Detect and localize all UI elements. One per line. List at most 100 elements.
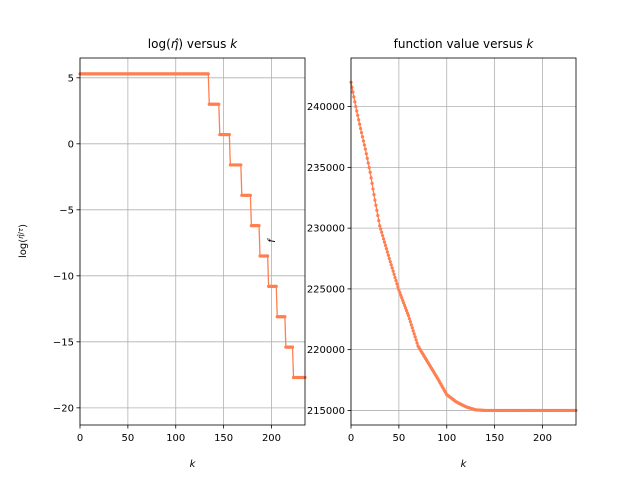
right-chart-title: function value versus k (394, 37, 535, 51)
y-tick-label: 240000 (307, 102, 345, 113)
data-point (390, 266, 394, 270)
data-point (381, 237, 386, 241)
data-point (394, 279, 398, 283)
data-point (414, 338, 418, 342)
data-point (358, 126, 363, 131)
data-point (206, 72, 210, 76)
right-chart-ticks: 0 50 100 150 200 215000 220000 225000 230000 2350… (307, 102, 552, 444)
left-chart-title: log(η̂) versus k (148, 37, 238, 51)
data-point (355, 109, 359, 113)
data-point (363, 147, 367, 151)
data-point (391, 269, 395, 273)
data-point (385, 250, 389, 254)
data-point (399, 293, 403, 297)
data-point (368, 170, 372, 174)
y-tick-label: −20 (53, 403, 74, 414)
data-point (409, 323, 413, 327)
x-tick-label: 50 (393, 433, 406, 444)
data-point (413, 335, 417, 339)
data-point (369, 176, 373, 180)
data-point (367, 166, 371, 170)
data-point (412, 332, 416, 336)
data-point (410, 326, 414, 330)
data-point (227, 132, 231, 137)
right-chart-ylabel: f (267, 238, 278, 243)
x-tick-label: 200 (262, 433, 281, 444)
x-tick-label: 150 (485, 433, 504, 444)
x-tick-label: 200 (533, 433, 552, 444)
data-point (407, 317, 411, 321)
right-chart: 0 50 100 150 200 215000 220000 225000 230000 2350… (267, 37, 578, 470)
data-point (352, 95, 356, 99)
y-tick-label: 0 (68, 139, 74, 150)
data-point (403, 303, 407, 308)
y-tick-label: 5 (68, 73, 74, 84)
y-tick-label: −10 (53, 271, 74, 282)
data-point (290, 345, 295, 349)
x-tick-label: 50 (122, 433, 135, 444)
data-point (364, 152, 368, 156)
data-point (397, 288, 401, 292)
data-point (372, 192, 376, 197)
y-tick-label: 215000 (307, 406, 345, 417)
data-point (362, 143, 366, 147)
data-point (381, 233, 385, 238)
right-chart-series (349, 80, 578, 413)
data-point (398, 291, 402, 295)
data-point (380, 230, 384, 234)
x-tick-label: 0 (348, 433, 354, 444)
left-chart-ticks: 0 50 100 150 200 −20 −15 −10 −5 0 5 (53, 73, 281, 444)
left-chart-xlabel: k (190, 459, 197, 470)
data-point (386, 253, 390, 257)
data-point (384, 247, 389, 251)
y-tick-label: 225000 (307, 284, 345, 295)
left-chart-grid (79, 58, 305, 425)
data-point (375, 208, 379, 212)
data-point (356, 113, 360, 117)
data-point (370, 181, 374, 186)
data-point (402, 301, 406, 305)
data-point (361, 139, 366, 143)
data-point (389, 263, 393, 267)
data-point (353, 100, 357, 104)
data-point (239, 163, 243, 167)
data-point (374, 203, 378, 207)
data-point (395, 282, 399, 286)
data-point (266, 254, 270, 258)
data-point (388, 260, 392, 264)
left-chart-frame (79, 57, 306, 426)
right-chart-frame (350, 57, 577, 426)
y-tick-label: 230000 (307, 224, 345, 235)
data-point (366, 161, 370, 165)
x-tick-label: 0 (77, 433, 83, 444)
data-point (404, 308, 409, 313)
data-point (405, 311, 410, 315)
data-point (408, 320, 412, 324)
data-point (373, 198, 377, 202)
left-chart-ylabel: log(η̂/τ) (17, 224, 29, 258)
y-tick-label: −5 (59, 205, 74, 216)
y-tick-label: 235000 (307, 163, 345, 174)
data-point (274, 284, 278, 288)
data-point (411, 329, 415, 333)
data-point (371, 187, 375, 191)
data-point (376, 213, 380, 218)
data-point (392, 272, 396, 276)
data-point (283, 315, 287, 319)
data-point (396, 285, 400, 289)
data-point (415, 341, 419, 345)
data-point (359, 131, 364, 135)
data-point (393, 275, 397, 280)
data-point (382, 240, 387, 244)
right-chart-xlabel: k (461, 459, 468, 470)
left-chart-series (78, 72, 307, 380)
data-point (358, 122, 362, 126)
x-tick-label: 100 (437, 433, 456, 444)
data-point (400, 296, 404, 300)
left-chart: 0 50 100 150 200 −20 −15 −10 −5 0 5 log(η̂) versus… (17, 37, 307, 470)
data-point (354, 105, 358, 109)
data-point (217, 102, 221, 106)
y-tick-label: −15 (53, 337, 74, 348)
data-point (406, 314, 411, 318)
data-point (379, 227, 383, 231)
